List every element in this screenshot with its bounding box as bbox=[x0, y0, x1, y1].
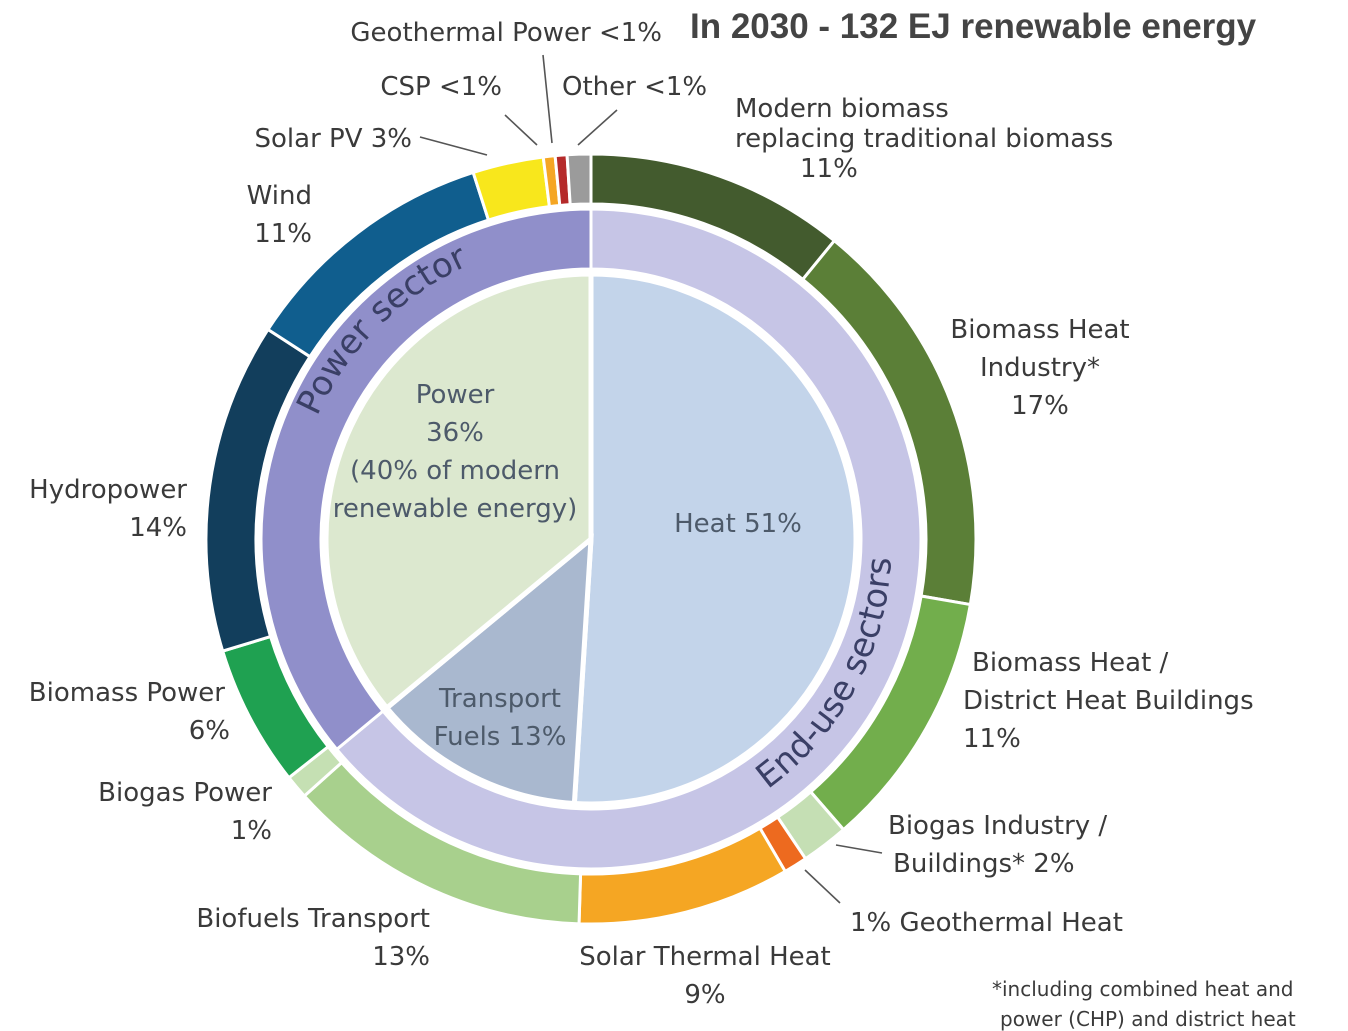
inner-pie bbox=[323, 271, 859, 807]
leader-line-other bbox=[577, 109, 618, 146]
inner-label-heat: Heat 51% bbox=[674, 509, 802, 539]
footnote-line-2: power (CHP) and district heat bbox=[1000, 1007, 1296, 1031]
leader-lines bbox=[419, 54, 883, 904]
end-use-sectors-band bbox=[334, 207, 923, 871]
inner-label-transport-fuels: Transport Fuels 13% bbox=[434, 684, 567, 752]
outer-label-biomass-heat-industry: Biomass Heat Industry* 17% bbox=[950, 315, 1129, 421]
outer-label-biomass-heat-district-heat-buildings: Biomass Heat / District Heat Buildings 11% bbox=[963, 648, 1254, 754]
middle-ring bbox=[259, 207, 923, 871]
outer-label-1-geothermal-heat: 1% Geothermal Heat bbox=[850, 908, 1123, 938]
outer-label-solar-thermal-heat: Solar Thermal Heat 9% bbox=[579, 942, 831, 1010]
outer-label-other: Other <1% bbox=[562, 72, 707, 102]
power-sector-band bbox=[259, 207, 593, 752]
chart-title: In 2030 - 132 EJ renewable energy bbox=[690, 7, 1257, 46]
outer-label-biofuels-transport: Biofuels Transport 13% bbox=[196, 904, 430, 972]
outer-label-csp: CSP <1% bbox=[380, 72, 502, 102]
leader-line-geothermal-power bbox=[542, 54, 553, 144]
inner-slice-transport-fuels bbox=[383, 533, 594, 807]
outer-labels: Modern biomass replacing traditional biom… bbox=[29, 18, 1254, 1010]
leader-line-solar-pv bbox=[419, 136, 488, 156]
outer-slice-other bbox=[565, 152, 593, 207]
inner-label-power: Power 36% (40% of modern renewable energy) bbox=[333, 380, 578, 524]
outer-label-hydropower: Hydropower 14% bbox=[29, 475, 187, 543]
leader-line-biogas-industry bbox=[835, 844, 883, 854]
inner-labels: Heat 51% Transport Fuels 13% Power 36% (40% o… bbox=[333, 380, 802, 752]
leader-line-geothermal-heat bbox=[804, 869, 841, 904]
outer-label-biogas-power: Biogas Power 1% bbox=[98, 778, 272, 846]
outer-label-geothermal-power: Geothermal Power <1% bbox=[350, 18, 662, 48]
outer-label-modern-biomass-replacing-traditional-biomass: Modern biomass replacing traditional biom… bbox=[735, 94, 1113, 184]
outer-label-biomass-power: Biomass Power 6% bbox=[29, 678, 230, 746]
outer-label-wind: Wind 11% bbox=[247, 181, 312, 249]
outer-slice-solar-pv bbox=[471, 155, 552, 222]
outer-ring bbox=[204, 152, 978, 926]
outer-label-biogas-industry-buildings-2: Biogas Industry / Buildings* 2% bbox=[888, 811, 1107, 879]
leader-line-csp bbox=[504, 114, 538, 146]
inner-slice-heat bbox=[571, 271, 859, 807]
inner-slice-power bbox=[323, 271, 594, 712]
outer-label-solar-pv: Solar PV 3% bbox=[255, 124, 413, 154]
footnote-line-1: *including combined heat and bbox=[992, 977, 1294, 1001]
